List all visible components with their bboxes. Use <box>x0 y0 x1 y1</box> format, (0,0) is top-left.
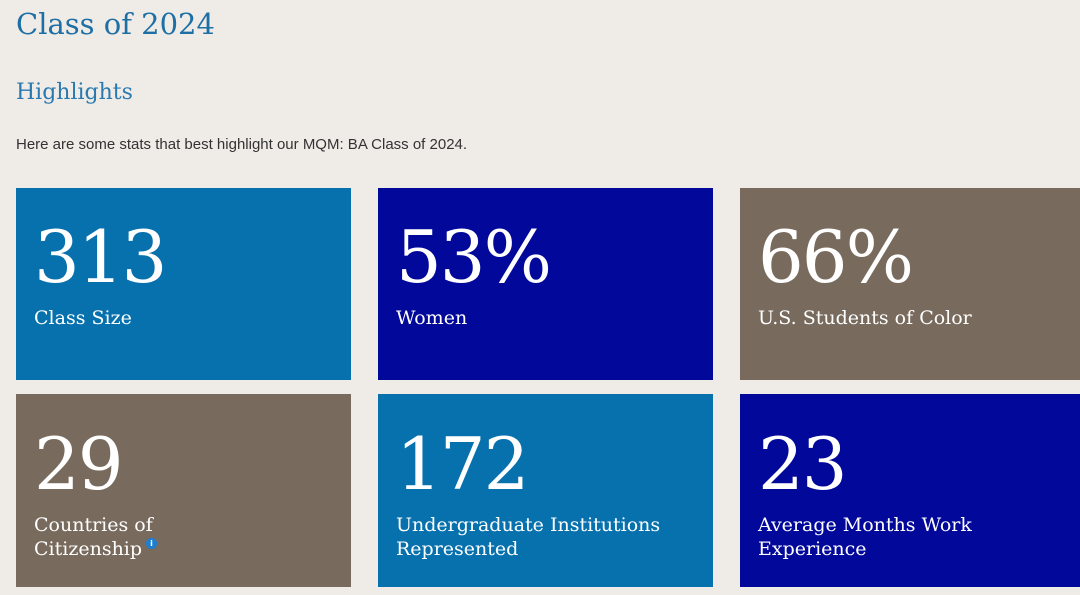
stats-grid: 313 Class Size 53% Women 66% U.S. Studen… <box>16 188 1080 595</box>
stat-value: 66% <box>758 215 914 299</box>
stat-card-average-months-work-experience: 23 Average Months Work Experience <box>740 394 1080 587</box>
stat-label: Class Size <box>34 307 132 329</box>
stat-card-class-size: 313 Class Size <box>16 188 351 380</box>
stat-value: 53% <box>396 215 552 299</box>
info-icon[interactable]: i <box>146 538 158 549</box>
stat-label-text: Countries of Citizenship <box>34 514 153 560</box>
stat-label: Women <box>396 307 468 329</box>
stat-value: 29 <box>34 422 124 506</box>
stat-card-students-of-color: 66% U.S. Students of Color <box>740 188 1080 380</box>
stat-card-undergraduate-institutions: 172 Undergraduate Institutions Represent… <box>378 394 713 587</box>
stat-card-countries-of-citizenship: 29 Countries of Citizenship i <box>16 394 351 587</box>
intro-text: Here are some stats that best highlight … <box>16 136 468 153</box>
page-title: Class of 2024 <box>16 7 215 41</box>
section-title-highlights: Highlights <box>16 80 133 105</box>
stat-label: Countries of Citizenship i <box>34 513 214 561</box>
stat-value: 172 <box>396 422 529 506</box>
stat-value: 313 <box>34 215 167 299</box>
stat-label: Average Months Work Experience <box>758 514 972 560</box>
stat-label: Undergraduate Institutions Represented <box>396 514 661 560</box>
stat-value: 23 <box>758 422 848 506</box>
stat-label: U.S. Students of Color <box>758 307 972 329</box>
stat-card-women: 53% Women <box>378 188 713 380</box>
